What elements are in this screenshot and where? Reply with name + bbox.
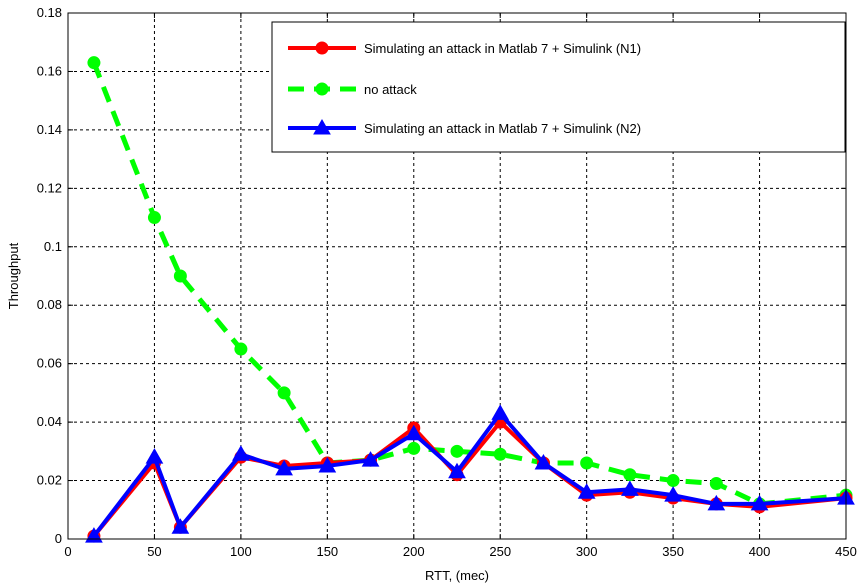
data-point <box>361 451 380 467</box>
data-point <box>173 269 187 283</box>
data-point <box>666 474 680 488</box>
x-tick-label: 400 <box>749 544 771 559</box>
y-axis-label: Throughput <box>6 242 21 309</box>
y-tick-label: 0.04 <box>37 414 62 429</box>
data-point <box>580 456 594 470</box>
data-point <box>234 342 248 356</box>
y-tick-label: 0.1 <box>44 239 62 254</box>
legend-label: no attack <box>364 82 417 97</box>
data-point <box>318 456 337 473</box>
y-tick-label: 0.08 <box>37 297 62 312</box>
ticks: 0 50 100 150 200 250 300 350 400 450 0 0.02 0.04 0.06… <box>37 5 857 559</box>
data-point <box>277 386 291 400</box>
data-point <box>621 480 639 496</box>
y-tick-label: 0.14 <box>37 122 62 137</box>
data-point <box>145 448 164 464</box>
data-point <box>577 483 596 499</box>
data-point <box>87 56 101 70</box>
data-point <box>491 404 510 420</box>
legend-box <box>271 21 846 153</box>
data-point <box>448 462 466 479</box>
y-tick-label: 0.06 <box>37 356 62 371</box>
y-tick-label: 0.02 <box>37 473 62 488</box>
x-tick-label: 100 <box>230 544 252 559</box>
data-point <box>709 476 723 490</box>
legend-marker <box>315 41 329 55</box>
x-tick-label: 0 <box>64 544 71 559</box>
legend-marker <box>315 82 329 96</box>
x-tick-label: 200 <box>403 544 425 559</box>
legend-label: Simulating an attack in Matlab 7 + Simul… <box>364 41 641 56</box>
legend-marker <box>313 118 331 135</box>
x-tick-label: 450 <box>835 544 857 559</box>
series-3 <box>85 404 855 543</box>
data-point <box>407 441 421 455</box>
x-tick-label: 50 <box>147 544 161 559</box>
data-point <box>623 468 637 482</box>
x-tick-label: 350 <box>662 544 684 559</box>
y-tick-label: 0.12 <box>37 180 62 195</box>
data-point <box>534 454 553 470</box>
data-point <box>404 424 423 441</box>
data-point <box>750 494 769 511</box>
legend: Simulating an attack in Matlab 7 + Simul… <box>271 21 846 153</box>
y-tick-label: 0.16 <box>37 63 62 78</box>
data-point <box>707 494 726 511</box>
series-group <box>85 56 855 543</box>
data-point <box>493 447 507 461</box>
data-point <box>450 444 464 458</box>
data-point <box>171 518 190 534</box>
data-point <box>232 445 250 461</box>
x-tick-label: 150 <box>316 544 338 559</box>
y-tick-label: 0.18 <box>37 5 62 20</box>
data-point <box>275 459 293 476</box>
x-tick-label: 300 <box>576 544 598 559</box>
axes-box <box>67 12 847 540</box>
data-point <box>664 486 682 502</box>
y-tick-label: 0 <box>55 531 62 546</box>
legend-label: Simulating an attack in Matlab 7 + Simul… <box>364 121 641 136</box>
x-axis-label: RTT, (mec) <box>425 568 489 583</box>
data-point <box>147 211 161 225</box>
x-tick-label: 250 <box>489 544 511 559</box>
